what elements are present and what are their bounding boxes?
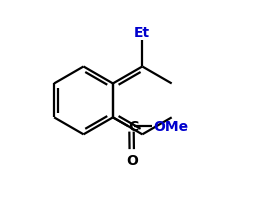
Text: O: O: [126, 154, 138, 168]
Text: OMe: OMe: [153, 120, 189, 133]
Text: Et: Et: [134, 26, 150, 40]
Text: C: C: [128, 120, 139, 133]
